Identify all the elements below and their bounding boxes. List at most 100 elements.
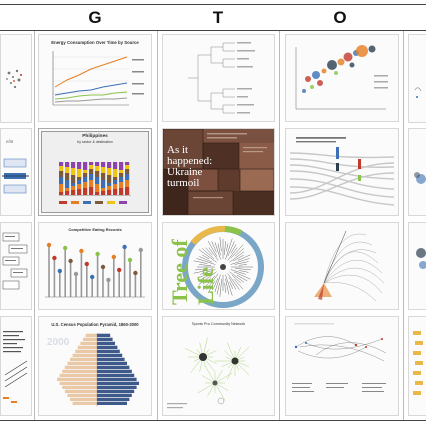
tree-branch — [233, 278, 244, 290]
pyramid-bar-right — [97, 333, 111, 337]
dendrogram-graphic — [188, 42, 255, 114]
bar-segment — [71, 162, 76, 168]
thumb-parallel-sets[interactable] — [285, 128, 399, 216]
bar-segment — [107, 162, 112, 168]
bar-segment — [89, 174, 94, 180]
tree-branch — [195, 268, 208, 271]
bar-segment — [71, 183, 76, 186]
thumb-treemap-ukraine[interactable]: As it happened: Ukraine turmoil — [162, 128, 275, 216]
lollipop-head — [122, 244, 127, 250]
pyramid-bar-left — [67, 393, 97, 397]
bar-segment — [113, 180, 118, 184]
network-edge — [204, 365, 216, 384]
svg-text:elm: elm — [6, 140, 14, 145]
lollipop-head — [73, 271, 79, 277]
bar-segment — [89, 162, 94, 165]
pyramid-bar-right — [97, 377, 137, 381]
thumb-flow-map[interactable] — [285, 316, 399, 416]
thumb-line-chart[interactable]: Energy Consumption Over Time by Source — [38, 34, 152, 122]
bar-segment — [89, 165, 94, 169]
tree-branch — [217, 243, 221, 256]
partial-graphic — [413, 331, 423, 395]
network-graphic — [167, 337, 250, 409]
lollipop-head — [63, 245, 68, 251]
column-divider — [34, 31, 35, 420]
scatter-clusters-graphic — [6, 69, 22, 89]
lollipop-head — [90, 274, 95, 280]
tree-branch — [198, 272, 213, 282]
lollipop-head — [111, 254, 117, 260]
bottom-border — [0, 420, 426, 421]
bar-segment — [101, 173, 106, 180]
bubble-scatter-graphic — [295, 45, 388, 110]
bar-segment — [83, 177, 88, 182]
bar-segment — [65, 180, 70, 188]
network-title: Sports Pro Community Network — [191, 322, 246, 326]
tree-branch — [200, 269, 216, 275]
tree-branch — [225, 274, 233, 296]
bar-segment — [83, 173, 88, 177]
bar-segment — [59, 166, 64, 171]
thumb-timeline-partial[interactable] — [0, 316, 32, 416]
thumb-network[interactable]: Sports Pro Community Network — [162, 316, 275, 416]
tree-branch — [206, 273, 219, 290]
partial-graphic — [414, 87, 422, 98]
thumb-partial-right-4[interactable] — [408, 316, 426, 416]
line-chart-title: Energy Consumption Over Time by Source — [51, 40, 139, 45]
bar-segment — [107, 190, 112, 195]
pyramid-bar-left — [72, 353, 97, 357]
top-border — [0, 4, 426, 5]
thumb-dendrogram[interactable] — [162, 34, 275, 122]
thumb-bubble-scatter[interactable] — [285, 34, 399, 122]
pyramid-bar-right — [97, 369, 132, 373]
bar-segment — [71, 186, 76, 190]
thumb-boxes-partial[interactable] — [0, 222, 32, 310]
tree-branch — [224, 282, 226, 293]
tree-branch — [238, 270, 249, 273]
bar-segment — [95, 162, 100, 166]
tree-branch — [229, 251, 245, 263]
timeline-graphic — [3, 331, 28, 403]
bar-segment — [83, 170, 88, 173]
thumb-partial-right-1[interactable] — [408, 34, 426, 123]
tree-branch — [199, 273, 209, 278]
bar-segment — [83, 188, 88, 195]
pyramid-bar-right — [97, 365, 130, 369]
thumb-scatter-partial[interactable] — [0, 34, 32, 123]
pyramid-graphic — [57, 333, 139, 407]
pyramid-bar-right — [97, 385, 137, 389]
lollipop-head — [106, 277, 111, 283]
bar-segment — [89, 169, 94, 174]
lollipop-head — [95, 251, 100, 257]
thumb-stacked-bar[interactable]: Philippines by sector & destination — [38, 128, 152, 216]
tree-branch — [193, 269, 212, 274]
tree-branch — [207, 280, 216, 294]
pyramid-bar-right — [97, 349, 120, 353]
bar-segment — [77, 184, 82, 189]
thumb-tree-of-life[interactable]: Tree of Life — [162, 222, 275, 310]
column-divider — [279, 31, 280, 420]
thumb-lollipop[interactable]: Competitive Eating Records — [38, 222, 152, 310]
tree-branch — [234, 268, 251, 271]
tree-branch — [198, 249, 217, 263]
tree-branch — [237, 254, 251, 261]
tree-branch — [213, 277, 219, 290]
tree-branch — [229, 281, 233, 290]
bar-segment — [65, 191, 70, 195]
thumb-flow-partial[interactable]: elm — [0, 128, 32, 216]
thumb-partial-right-2[interactable] — [408, 128, 426, 216]
pyramid-bar-right — [97, 345, 118, 349]
tree-branch — [238, 264, 247, 266]
tree-branch — [219, 237, 222, 252]
thumb-arc-diagram[interactable] — [285, 222, 399, 310]
bar-segment — [77, 177, 82, 180]
pyramid-bar-left — [59, 373, 97, 377]
tree-branch — [230, 244, 244, 259]
pyramid-bar-right — [97, 373, 135, 377]
pyramid-title: U.S. Census Population Pyramid, 1860-200… — [51, 322, 139, 327]
tree-branch — [208, 247, 219, 261]
thumb-population-pyramid[interactable]: U.S. Census Population Pyramid, 1860-200… — [38, 316, 152, 416]
lollipop-graphic — [45, 242, 145, 298]
tree-branch — [234, 248, 244, 257]
thumb-partial-right-3[interactable] — [408, 222, 426, 310]
